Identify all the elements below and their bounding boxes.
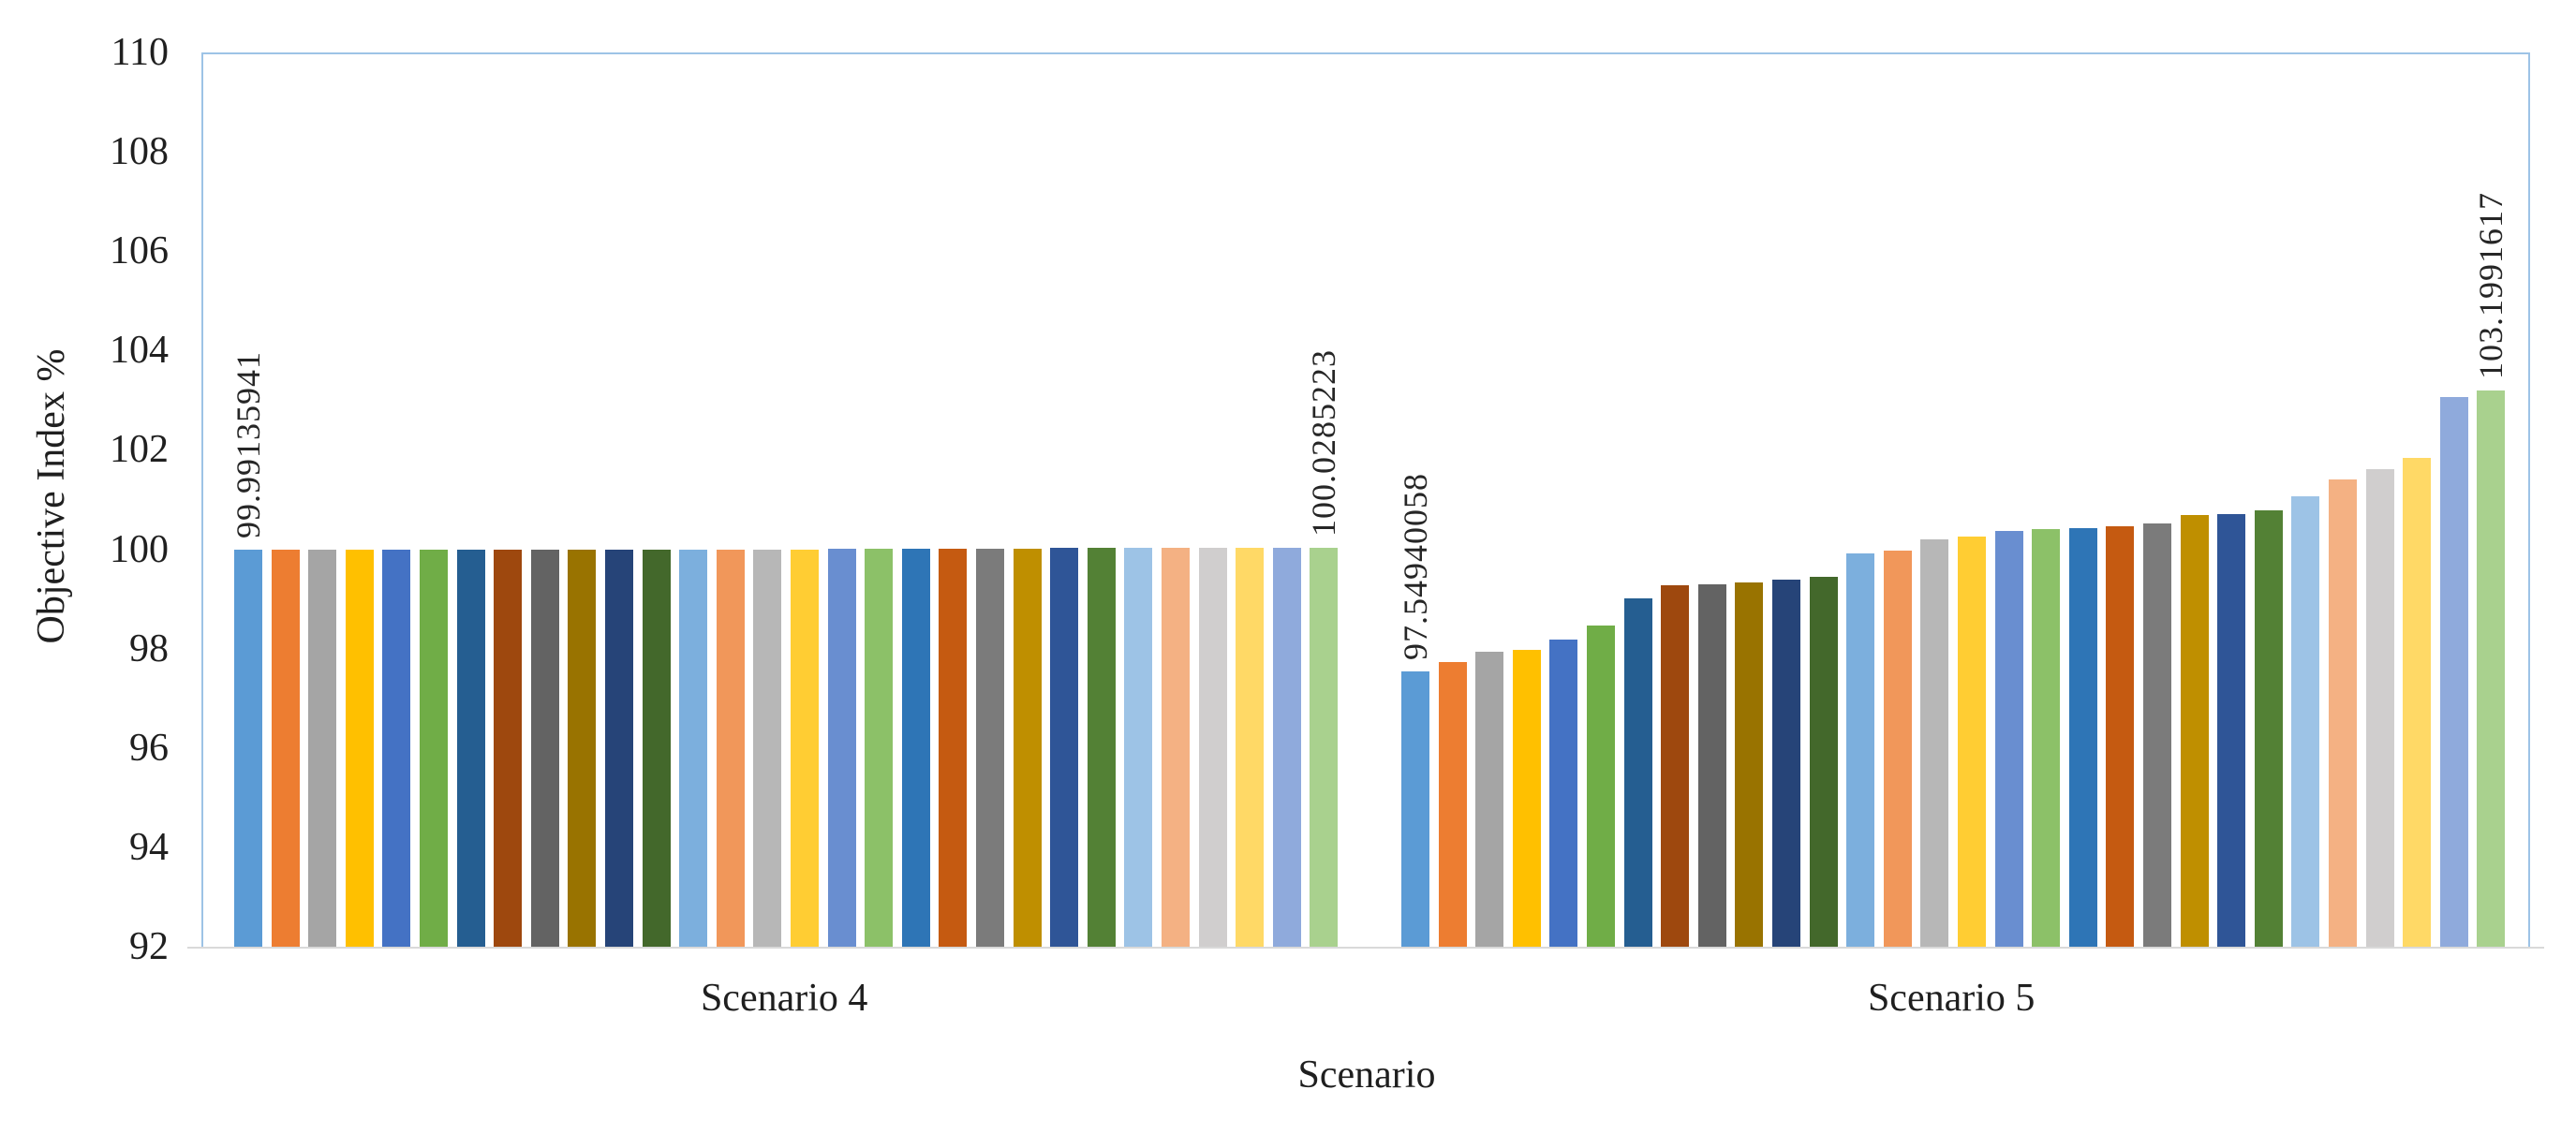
bar-group1-30	[1310, 548, 1339, 947]
bar-group1-20	[939, 548, 968, 947]
bar-group2-30	[2477, 390, 2506, 947]
y-tick-label-106: 106	[110, 229, 169, 273]
bar-group1-26	[1162, 548, 1190, 947]
y-tick-label-92: 92	[129, 925, 169, 968]
bar-group1-17	[827, 549, 856, 947]
bar-group2-26	[2329, 479, 2357, 947]
bar-group1-29	[1272, 548, 1301, 947]
bar-group2-4	[1512, 649, 1541, 947]
bar-group2-5	[1549, 639, 1578, 947]
bar-group2-7	[1623, 598, 1652, 947]
bar-group1-10	[568, 549, 597, 947]
bar-group1-5	[382, 549, 411, 947]
bar-group2-9	[1697, 584, 1726, 947]
y-tick-label-100: 100	[110, 527, 169, 571]
bar-group2-12	[1809, 576, 1838, 947]
bar-group1-12	[642, 549, 671, 947]
bar-group1-23	[1050, 548, 1079, 947]
data-label-group1-bar30: 100.0285223	[1305, 349, 1343, 538]
bar-group1-9	[530, 549, 559, 947]
y-tick-label-94: 94	[129, 825, 169, 869]
bar-group2-14	[1883, 550, 1912, 947]
bar-group1-11	[605, 549, 633, 947]
bar-group2-21	[2143, 523, 2171, 947]
bar-group2-28	[2403, 458, 2432, 947]
bar-group2-3	[1475, 652, 1504, 947]
bar-group1-21	[976, 548, 1004, 947]
bar-group2-2	[1438, 662, 1467, 947]
bar-group1-2	[271, 549, 300, 947]
bar-group2-22	[2180, 515, 2209, 947]
bar-group1-27	[1198, 548, 1227, 947]
x-axis-title: Scenario	[1297, 1053, 1436, 1097]
plot-area: 99.99135941 100.0285223 97.54940058 103.199…	[201, 52, 2530, 947]
bar-group1-18	[865, 549, 894, 947]
bar-group1-6	[420, 549, 448, 947]
bar-group2-11	[1772, 579, 1800, 947]
category-label-2: Scenario 5	[1867, 977, 2036, 1020]
y-tick-label-102: 102	[110, 428, 169, 472]
bar-group1-22	[1013, 548, 1042, 947]
bar-group1-7	[456, 549, 485, 947]
bar-group1-13	[679, 549, 708, 947]
bar-group2-29	[2439, 396, 2468, 947]
bar-group2-16	[1958, 537, 1986, 947]
data-label-group1-bar1: 99.99135941	[229, 351, 267, 539]
data-label-group2-bar30: 103.1991617	[2472, 191, 2510, 379]
category-label-1: Scenario 4	[700, 977, 868, 1020]
bar-group1-4	[345, 549, 374, 947]
y-tick-label-98: 98	[129, 626, 169, 670]
bar-group2-23	[2217, 514, 2246, 947]
bar-group1-19	[901, 549, 930, 947]
bar-group1-15	[753, 549, 782, 947]
bar-group2-19	[2068, 527, 2097, 947]
bar-group2-15	[1920, 538, 1949, 947]
bar-group2-6	[1587, 626, 1615, 947]
y-tick-label-96: 96	[129, 726, 169, 770]
bar-group1-8	[494, 549, 523, 947]
bar-group1-3	[308, 549, 337, 947]
bar-group1-14	[716, 549, 745, 947]
y-tick-label-110: 110	[111, 31, 169, 74]
bar-group2-17	[1994, 531, 2023, 947]
bar-group2-20	[2106, 525, 2135, 947]
bar-group2-25	[2291, 495, 2320, 947]
bar-group2-18	[2032, 528, 2061, 947]
y-tick-label-104: 104	[110, 329, 169, 373]
bar-group1-24	[1087, 548, 1116, 947]
x-axis-line	[187, 947, 2544, 949]
bar-group1-25	[1124, 548, 1153, 947]
bar-group1-16	[791, 549, 819, 947]
y-axis-title: Objective Index %	[30, 348, 73, 644]
y-tick-label-108: 108	[110, 130, 169, 174]
bar-group2-1	[1401, 670, 1429, 947]
bar-group2-27	[2365, 468, 2394, 947]
data-label-group2-bar1: 97.54940058	[1397, 472, 1434, 660]
bar-group2-10	[1735, 582, 1764, 947]
bar-group2-24	[2254, 509, 2283, 947]
bar-group2-8	[1661, 585, 1690, 947]
bar-group1-28	[1236, 548, 1265, 947]
bar-group1-1	[234, 550, 262, 947]
bar-group2-13	[1846, 552, 1875, 947]
